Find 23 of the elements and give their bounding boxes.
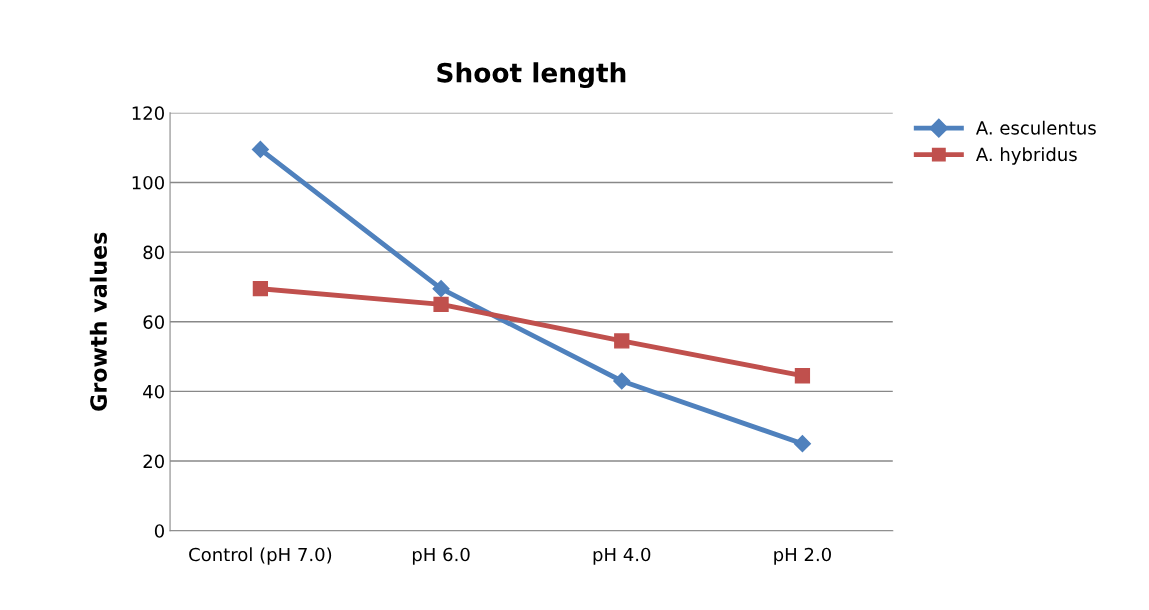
y-tick-label: 120	[132, 106, 164, 120]
legend-label: A. esculentus	[975, 120, 1096, 135]
y-tick-label: 20	[143, 454, 164, 469]
legend-label: A. hybridus	[975, 147, 1077, 165]
y-axis-title: Growth values	[89, 232, 107, 411]
y-tick-label: 60	[143, 315, 164, 329]
x-tick-label: Control (pH 7.0)	[189, 547, 332, 565]
x-tick-label: pH 4.0	[593, 547, 651, 565]
x-tick-label: pH 2.0	[774, 547, 831, 565]
chart-title: Shoot length	[437, 62, 626, 88]
point	[793, 435, 811, 453]
y-tick-label: 0	[154, 524, 164, 538]
point	[614, 333, 630, 349]
point	[432, 280, 450, 298]
y-tick-label: 80	[143, 245, 164, 260]
point	[613, 372, 631, 390]
point	[252, 281, 269, 297]
point	[433, 296, 449, 313]
point	[251, 140, 269, 158]
x-tick-label: pH 6.0	[412, 547, 470, 565]
y-tick-label: 40	[143, 384, 164, 399]
point	[794, 368, 811, 384]
y-tick-label: 100	[132, 175, 164, 190]
